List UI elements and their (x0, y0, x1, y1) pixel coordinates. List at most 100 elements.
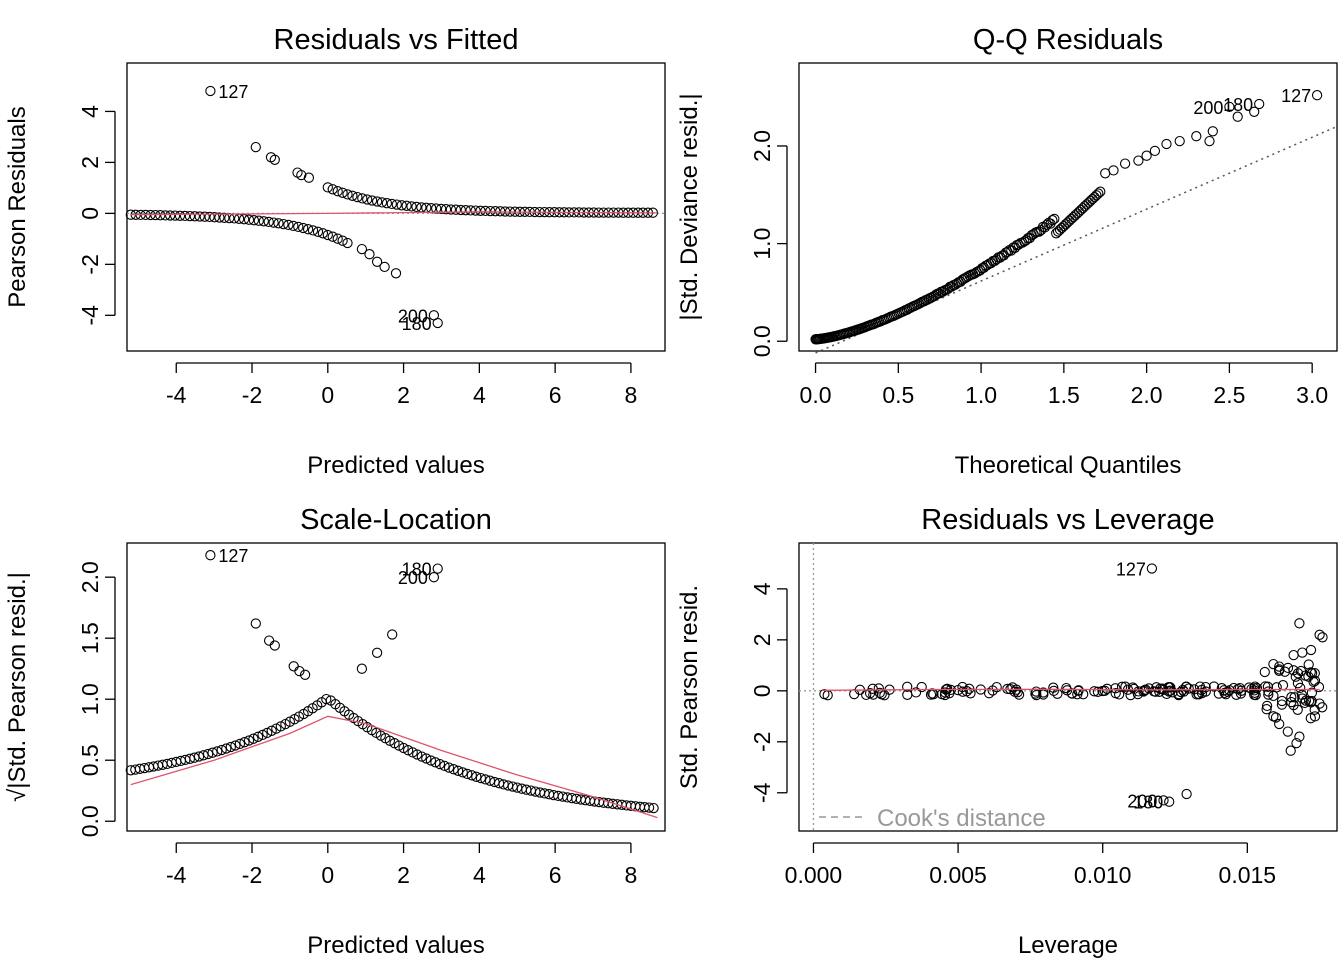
data-point (1305, 667, 1316, 678)
data-point (1064, 215, 1075, 226)
data-point (248, 733, 259, 744)
data-point (253, 215, 264, 226)
data-point (337, 235, 348, 246)
data-point (1292, 668, 1304, 679)
data-point (1317, 632, 1328, 643)
point-label: 200 (398, 568, 428, 588)
data-point (1101, 683, 1113, 694)
data-point (448, 764, 459, 775)
data-point (1313, 681, 1325, 693)
y-tick-label: 2 (749, 633, 775, 646)
data-point (480, 774, 491, 785)
y-axis-label: Pearson Residuals (4, 106, 31, 307)
data-point (1052, 226, 1064, 237)
data-point (225, 741, 236, 753)
data-point (169, 210, 181, 221)
data-point (263, 635, 275, 646)
x-tick-label: -2 (242, 862, 262, 888)
x-tick-label: 4 (473, 382, 486, 408)
data-point (1047, 215, 1058, 226)
x-tick-label: 1.5 (1048, 382, 1080, 408)
data-point (1207, 126, 1218, 137)
data-point (1200, 686, 1211, 697)
data-point (327, 231, 338, 242)
data-point (263, 216, 274, 228)
data-point (434, 758, 446, 770)
data-point (356, 663, 368, 674)
point-label: 127 (218, 82, 248, 102)
data-point (1006, 245, 1017, 256)
data-point (1075, 204, 1087, 216)
data-point (435, 203, 447, 215)
x-tick-label: 1.0 (965, 382, 997, 408)
data-point (401, 200, 412, 211)
y-tick-label: 2 (77, 156, 103, 169)
x-axis-label: Leverage (1018, 932, 1118, 959)
y-axis-label: Std. Pearson resid. (676, 585, 703, 789)
x-axis-label: Predicted values (307, 932, 484, 959)
x-tick-label: 0.010 (1074, 862, 1132, 888)
data-point (204, 211, 215, 223)
data-point (294, 665, 305, 677)
data-point (307, 225, 319, 236)
data-point (1285, 745, 1296, 756)
data-point (1216, 683, 1227, 694)
data-point (1232, 111, 1243, 122)
data-point (440, 204, 452, 215)
data-point (1048, 685, 1059, 697)
data-point (371, 196, 383, 207)
data-point (1110, 683, 1121, 694)
data-point (1191, 131, 1202, 142)
y-tick-label: 1.5 (77, 622, 103, 654)
data-point (471, 771, 482, 782)
data-point (179, 210, 191, 222)
y-tick-label: 1.0 (77, 683, 103, 715)
data-point (243, 214, 255, 225)
labeled-point (1181, 788, 1192, 800)
data-point (165, 210, 176, 221)
x-tick-label: -2 (242, 382, 262, 408)
data-point (362, 194, 373, 205)
scale-location-points (125, 618, 659, 814)
x-axis-label: Theoretical Quantiles (955, 452, 1182, 479)
data-point (480, 205, 491, 217)
data-point (1297, 647, 1308, 658)
data-point (1276, 695, 1288, 707)
data-point (867, 683, 878, 694)
data-point (1072, 208, 1083, 219)
data-point (1204, 135, 1215, 147)
data-point (955, 276, 966, 287)
data-point (1073, 206, 1085, 217)
data-point (412, 749, 423, 760)
data-point (957, 686, 968, 697)
data-point (819, 688, 830, 700)
x-tick-label: -4 (166, 862, 187, 888)
x-tick-label: 0 (321, 862, 334, 888)
data-point (475, 205, 486, 216)
data-point (219, 212, 230, 223)
data-point (465, 205, 476, 216)
data-point (452, 765, 464, 776)
x-tick-label: 0.0 (800, 382, 832, 408)
x-tick-label: 2.0 (1131, 382, 1163, 408)
data-point (1213, 688, 1224, 699)
labeled-point (1224, 101, 1235, 113)
data-point (1077, 202, 1089, 214)
data-point (1274, 718, 1285, 730)
data-point (1305, 713, 1316, 724)
labeled-point (1311, 90, 1323, 101)
x-tick-label: 8 (625, 862, 638, 888)
data-point (312, 226, 324, 237)
data-point (214, 212, 225, 223)
data-point (470, 205, 481, 216)
data-point (1060, 219, 1071, 230)
data-point (457, 767, 468, 778)
data-point (371, 647, 383, 658)
data-point (1286, 692, 1297, 703)
panel-2: Q-Q Residuals Theoretical Quantiles |Std. … (676, 24, 1338, 479)
data-point (268, 217, 279, 228)
y-tick-label: 0.5 (77, 744, 103, 776)
data-point (1058, 220, 1069, 232)
y-tick-label: 0 (77, 207, 103, 220)
